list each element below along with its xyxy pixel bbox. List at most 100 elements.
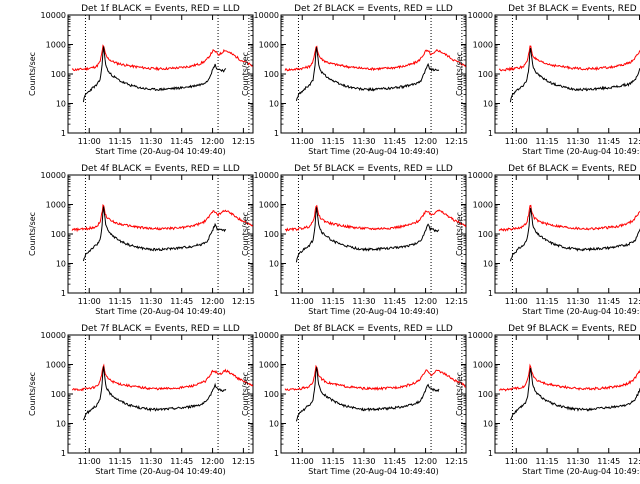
- y-axis-label: Counts/sec: [241, 52, 250, 96]
- panel-det-9: Det 9f BLACK = Events, RED = LLD 1 10 100 10…: [455, 324, 640, 476]
- x-tick-label: 11:45: [383, 457, 406, 466]
- y-tick-label: 10000: [468, 11, 493, 20]
- x-tick-label: 11:15: [322, 297, 345, 306]
- x-tick-label: 12:00: [414, 457, 437, 466]
- y-tick-label: 100: [51, 70, 66, 79]
- y-tick-label: 100: [264, 390, 279, 399]
- y-tick-label: 10000: [254, 171, 279, 180]
- x-tick-label: 12:15: [445, 457, 468, 466]
- x-tick-label: 11:00: [78, 297, 101, 306]
- x-axis-label: Start Time (20-Aug-04 10:49:40): [522, 467, 640, 476]
- panel-title: Det 3f BLACK = Events, RED = LLD: [508, 4, 640, 14]
- y-tick-label: 1: [274, 129, 279, 138]
- x-tick-label: 11:00: [78, 457, 101, 466]
- x-tick-label: 12:00: [628, 457, 640, 466]
- x-tick-label: 11:30: [352, 297, 375, 306]
- panel-det-3: Det 3f BLACK = Events, RED = LLD 1 10 100 10…: [455, 4, 640, 156]
- y-tick-label: 1000: [46, 201, 66, 210]
- panel-det-4: Det 4f BLACK = Events, RED = LLD 1 10 100 10…: [28, 164, 255, 316]
- x-tick-label: 11:45: [383, 297, 406, 306]
- panel-title: Det 8f BLACK = Events, RED = LLD: [294, 324, 453, 334]
- x-tick-label: 12:15: [232, 137, 255, 146]
- y-tick-label: 100: [478, 70, 493, 79]
- x-tick-label: 11:30: [139, 137, 162, 146]
- y-tick-label: 1: [61, 449, 66, 458]
- x-tick-label: 11:45: [597, 457, 620, 466]
- events-series-line: [295, 367, 440, 422]
- panel-title: Det 9f BLACK = Events, RED = LLD: [508, 324, 640, 334]
- x-tick-label: 11:00: [505, 297, 528, 306]
- x-axis-label: Start Time (20-Aug-04 10:49:40): [308, 307, 439, 316]
- y-tick-label: 1: [488, 129, 493, 138]
- y-tick-label: 100: [478, 230, 493, 239]
- lld-series-line: [284, 45, 467, 72]
- x-tick-label: 12:15: [232, 457, 255, 466]
- y-tick-label: 10000: [41, 171, 66, 180]
- y-axis-label: Counts/sec: [241, 372, 250, 416]
- x-tick-label: 11:30: [352, 457, 375, 466]
- panel-det-5: Det 5f BLACK = Events, RED = LLD 1 10 100 10…: [241, 164, 468, 316]
- x-tick-label: 11:15: [109, 297, 132, 306]
- x-tick-label: 11:00: [291, 457, 314, 466]
- y-tick-label: 10000: [41, 331, 66, 340]
- x-tick-label: 11:00: [78, 137, 101, 146]
- y-tick-label: 10000: [254, 11, 279, 20]
- y-axis-label: Counts/sec: [455, 52, 464, 96]
- y-tick-label: 1000: [46, 361, 66, 370]
- x-axis-label: Start Time (20-Aug-04 10:49:40): [308, 147, 439, 156]
- x-tick-label: 11:00: [505, 457, 528, 466]
- lld-series-line: [71, 204, 254, 233]
- panel-det-2: Det 2f BLACK = Events, RED = LLD 1 10 100 10…: [241, 4, 468, 156]
- x-tick-label: 11:30: [352, 137, 375, 146]
- x-tick-label: 11:45: [170, 457, 193, 466]
- x-tick-label: 12:15: [232, 297, 255, 306]
- x-tick-label: 11:45: [597, 137, 620, 146]
- x-tick-label: 12:00: [201, 137, 224, 146]
- x-axis-label: Start Time (20-Aug-04 10:49:40): [95, 307, 226, 316]
- y-tick-label: 10000: [468, 171, 493, 180]
- panel-det-8: Det 8f BLACK = Events, RED = LLD 1 10 100 10…: [241, 324, 468, 476]
- plot-frame: [67, 14, 254, 134]
- y-tick-label: 100: [51, 390, 66, 399]
- events-series-line: [509, 367, 640, 421]
- x-tick-label: 11:30: [139, 297, 162, 306]
- y-tick-label: 10: [269, 260, 279, 269]
- events-series-line: [82, 46, 227, 103]
- lld-series-line: [284, 204, 467, 233]
- y-tick-label: 1: [61, 129, 66, 138]
- y-tick-label: 10: [483, 420, 493, 429]
- x-tick-label: 11:15: [322, 457, 345, 466]
- x-tick-label: 11:15: [536, 137, 559, 146]
- y-axis-label: Counts/sec: [28, 52, 37, 96]
- y-tick-label: 10000: [468, 331, 493, 340]
- panel-title: Det 4f BLACK = Events, RED = LLD: [81, 164, 240, 174]
- y-tick-label: 1000: [473, 361, 493, 370]
- x-tick-label: 11:30: [139, 457, 162, 466]
- events-series-line: [82, 206, 227, 262]
- x-tick-label: 12:00: [201, 457, 224, 466]
- y-axis-label: Counts/sec: [455, 212, 464, 256]
- y-tick-label: 1000: [473, 41, 493, 50]
- x-tick-label: 11:15: [322, 137, 345, 146]
- plot-frame: [67, 174, 254, 294]
- plot-frame: [280, 174, 467, 294]
- panel-title: Det 7f BLACK = Events, RED = LLD: [81, 324, 240, 334]
- y-tick-label: 100: [264, 230, 279, 239]
- y-tick-label: 10: [56, 100, 66, 109]
- y-tick-label: 1: [274, 449, 279, 458]
- y-tick-label: 1: [488, 289, 493, 298]
- y-tick-label: 1: [274, 289, 279, 298]
- plot-frame: [280, 14, 467, 134]
- lld-series-line: [71, 44, 253, 72]
- panel-det-7: Det 7f BLACK = Events, RED = LLD 1 10 100 10…: [28, 324, 255, 476]
- y-tick-label: 10000: [254, 331, 279, 340]
- x-axis-label: Start Time (20-Aug-04 10:49:40): [308, 467, 439, 476]
- y-tick-label: 10: [483, 260, 493, 269]
- y-tick-label: 1000: [259, 201, 279, 210]
- events-series-line: [295, 47, 440, 102]
- y-tick-label: 1000: [259, 41, 279, 50]
- x-tick-label: 12:00: [414, 137, 437, 146]
- plot-frame: [494, 334, 640, 454]
- lld-series-line: [72, 363, 254, 392]
